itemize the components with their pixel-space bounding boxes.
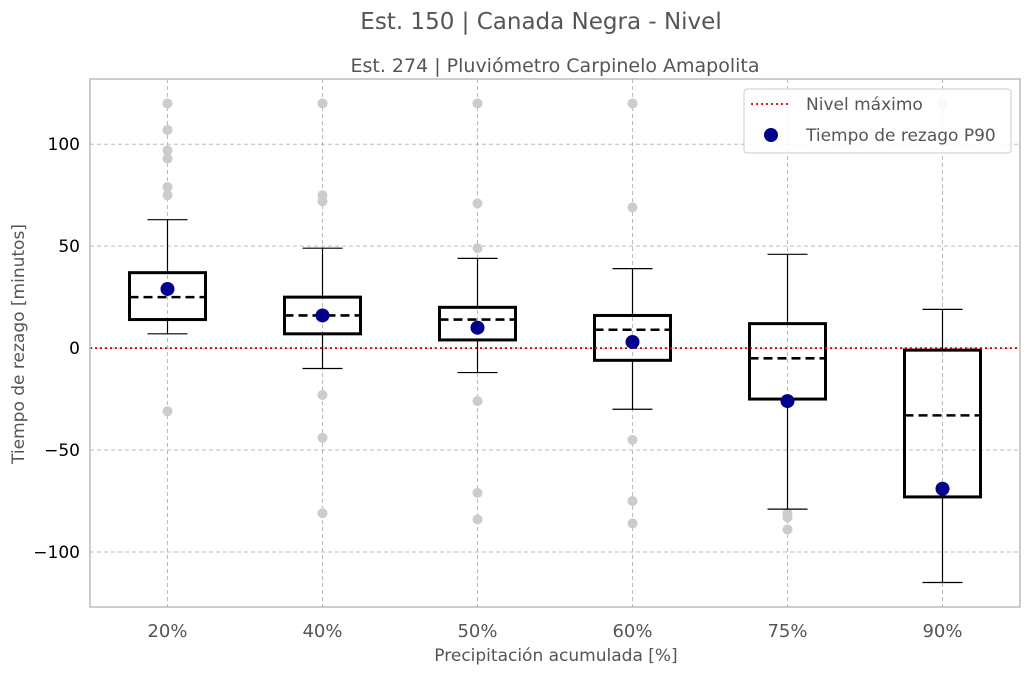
- outlier-point: [162, 190, 173, 201]
- outlier-point: [162, 182, 173, 193]
- legend-p90-label: Tiempo de rezago P90: [805, 126, 996, 146]
- outlier-point: [627, 434, 638, 445]
- outlier-point: [162, 145, 173, 156]
- box-40pct: [283, 247, 362, 370]
- box-rect: [593, 313, 672, 362]
- outlier-point: [472, 514, 483, 525]
- outlier-point: [317, 190, 328, 201]
- legend: Nivel máximo Tiempo de rezago P90: [743, 88, 1012, 154]
- outlier-point: [627, 202, 638, 213]
- x-tick-label: 20%: [147, 621, 187, 642]
- plot-frame: [89, 78, 1021, 608]
- y-tick-label: 100: [48, 135, 80, 155]
- x-tick-label: 75%: [767, 621, 807, 642]
- y-tick-label: 50: [58, 237, 80, 257]
- outlier-point: [317, 389, 328, 400]
- box-rect: [438, 305, 517, 342]
- plot-area: −100 −50 0 50 100 20% 40% 50% 60% 75% 90% Nivel máx…: [33, 78, 1021, 642]
- x-tick-label: 90%: [922, 621, 962, 642]
- outlier-point: [472, 396, 483, 407]
- outlier-point: [627, 98, 638, 109]
- outlier-point: [782, 508, 793, 519]
- p90-point: [625, 334, 640, 349]
- p90-point: [470, 320, 485, 335]
- outlier-point: [317, 98, 328, 109]
- x-tick-label: 50%: [457, 621, 497, 642]
- outlier-point: [472, 487, 483, 498]
- outlier-point: [472, 243, 483, 254]
- chart-title: Est. 150 | Canada Negra - Nivel: [360, 9, 721, 35]
- box-90pct: [903, 308, 982, 584]
- box-60pct: [593, 267, 672, 410]
- outlier-point: [782, 524, 793, 535]
- outlier-point: [317, 508, 328, 519]
- box-50pct: [438, 257, 517, 374]
- outlier-point: [472, 98, 483, 109]
- box-rect: [903, 348, 982, 499]
- p90-point: [160, 281, 175, 296]
- y-tick-label: −50: [44, 441, 80, 461]
- outlier-point: [162, 153, 173, 164]
- legend-p90-swatch: [764, 128, 778, 142]
- box-20pct: [128, 219, 207, 335]
- x-tick-label: 60%: [612, 621, 652, 642]
- outlier-point: [472, 198, 483, 209]
- chart-subtitle: Est. 274 | Pluviómetro Carpinelo Amapoli…: [350, 55, 759, 77]
- legend-nivel-maximo-label: Nivel máximo: [806, 95, 923, 115]
- outlier-point: [627, 495, 638, 506]
- y-axis-label: Tiempo de rezago [minutos]: [9, 224, 29, 465]
- outlier-point: [162, 124, 173, 135]
- x-tick-label: 40%: [302, 621, 342, 642]
- y-tick-label: −100: [33, 543, 80, 563]
- legend-box: [743, 88, 1012, 154]
- p90-point: [935, 481, 950, 496]
- outlier-point: [162, 98, 173, 109]
- p90-point: [780, 394, 795, 409]
- y-tick-label: 0: [69, 339, 80, 359]
- outlier-point: [317, 432, 328, 443]
- p90-point: [315, 308, 330, 323]
- outlier-point: [162, 406, 173, 417]
- x-axis-label: Precipitación acumulada [%]: [434, 646, 677, 666]
- outlier-point: [627, 518, 638, 529]
